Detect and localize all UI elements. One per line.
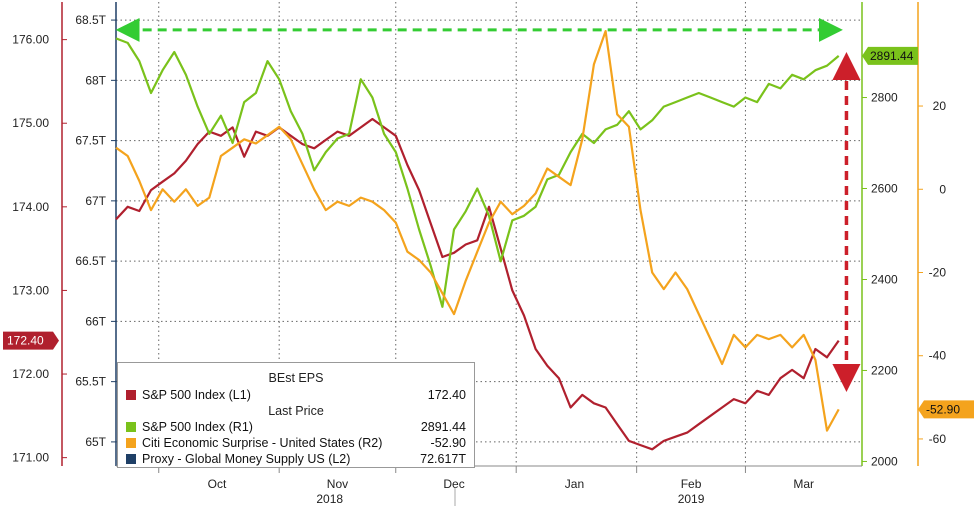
legend-heading-eps: BEst EPS	[268, 371, 324, 385]
badge-r2-shape	[918, 400, 974, 419]
tick-label-r1: 2800	[871, 91, 898, 105]
badge-r1-shape	[862, 46, 918, 65]
legend-label: Proxy - Global Money Supply US (L2)	[142, 452, 351, 466]
legend-value: -52.90	[430, 436, 466, 450]
tick-label-l2: 65T	[85, 435, 106, 449]
tick-label-r1: 2200	[871, 363, 898, 377]
tick-label-r1: 2400	[871, 272, 898, 286]
x-month-label: Mar	[793, 477, 814, 491]
tick-label-r1: 2000	[871, 454, 898, 468]
legend-value: 72.617T	[420, 452, 466, 466]
tick-label-r2: 0	[939, 182, 946, 196]
x-year-label: 2019	[678, 492, 705, 506]
badge-r1-text: 2891.44	[870, 49, 914, 63]
tick-label-l1: 173.00	[12, 283, 49, 297]
x-year-label: 2018	[316, 492, 343, 506]
badge-r2: -52.90	[918, 400, 974, 419]
series-line-l1	[115, 117, 840, 451]
x-month-label: Oct	[208, 477, 227, 491]
tick-label-l1: 174.00	[12, 200, 49, 214]
series-lines	[115, 30, 840, 451]
tick-label-l2: 67T	[85, 194, 106, 208]
legend-item-money-supply: Proxy - Global Money Supply US (L2) 72.6…	[126, 452, 466, 467]
tick-label-l2: 68.5T	[75, 13, 106, 27]
legend-label: Citi Economic Surprise - United States (…	[142, 436, 383, 450]
x-month-label: Dec	[443, 477, 464, 491]
tick-label-l2: 67.5T	[75, 134, 106, 148]
tick-label-l1: 172.00	[12, 367, 49, 381]
x-month-label: Feb	[681, 477, 702, 491]
legend-swatch-sp500-r1	[126, 422, 136, 432]
badge-l1-shape	[3, 331, 59, 350]
legend-swatch-citi-surprise	[126, 438, 136, 448]
tick-label-l2: 65.5T	[75, 375, 106, 389]
tick-label-l2: 66T	[85, 314, 106, 328]
badge-r1: 2891.44	[862, 46, 918, 65]
legend-label: S&P 500 Index (L1)	[142, 388, 251, 402]
tick-label-r1: 2600	[871, 182, 898, 196]
series-line-r1	[115, 37, 840, 308]
current-value-badges: 172.40 2891.44 -52.90	[3, 46, 974, 419]
tick-label-r2: -20	[929, 265, 947, 279]
legend: BEst EPS S&P 500 Index (L1) 172.40 Last …	[117, 362, 475, 468]
legend-heading-last-price: Last Price	[268, 404, 324, 418]
tick-label-l2: 66.5T	[75, 254, 106, 268]
badge-r2-text: -52.90	[926, 402, 960, 416]
legend-item-sp500-r1: S&P 500 Index (R1) 2891.44	[126, 420, 466, 435]
legend-swatch-sp500-l1	[126, 390, 136, 400]
tick-labels: 171.00 172.00 173.00 174.00 175.00 176.00 65T 6…	[12, 13, 946, 506]
legend-item-sp500-l1: S&P 500 Index (L1) 172.40	[126, 388, 466, 403]
tick-label-r2: -60	[929, 432, 947, 446]
x-month-label: Nov	[327, 477, 348, 491]
series-line-r2	[115, 30, 840, 432]
legend-item-citi-surprise: Citi Economic Surprise - United States (…	[126, 436, 466, 451]
tick-label-r2: -40	[929, 349, 947, 363]
tick-label-l1: 171.00	[12, 451, 49, 465]
legend-value: 172.40	[427, 388, 466, 402]
tick-label-l2: 68T	[85, 73, 106, 87]
x-month-label: Jan	[565, 477, 584, 491]
legend-value: 2891.44	[420, 420, 466, 434]
badge-l1: 172.40	[3, 331, 59, 350]
tick-label-l1: 176.00	[12, 33, 49, 47]
tick-label-l1: 175.00	[12, 116, 49, 130]
badge-l1-text: 172.40	[7, 334, 44, 348]
tick-label-r2: 20	[933, 99, 947, 113]
legend-label: S&P 500 Index (R1)	[142, 420, 253, 434]
legend-swatch-money-supply	[126, 454, 136, 464]
annotations	[115, 17, 861, 392]
